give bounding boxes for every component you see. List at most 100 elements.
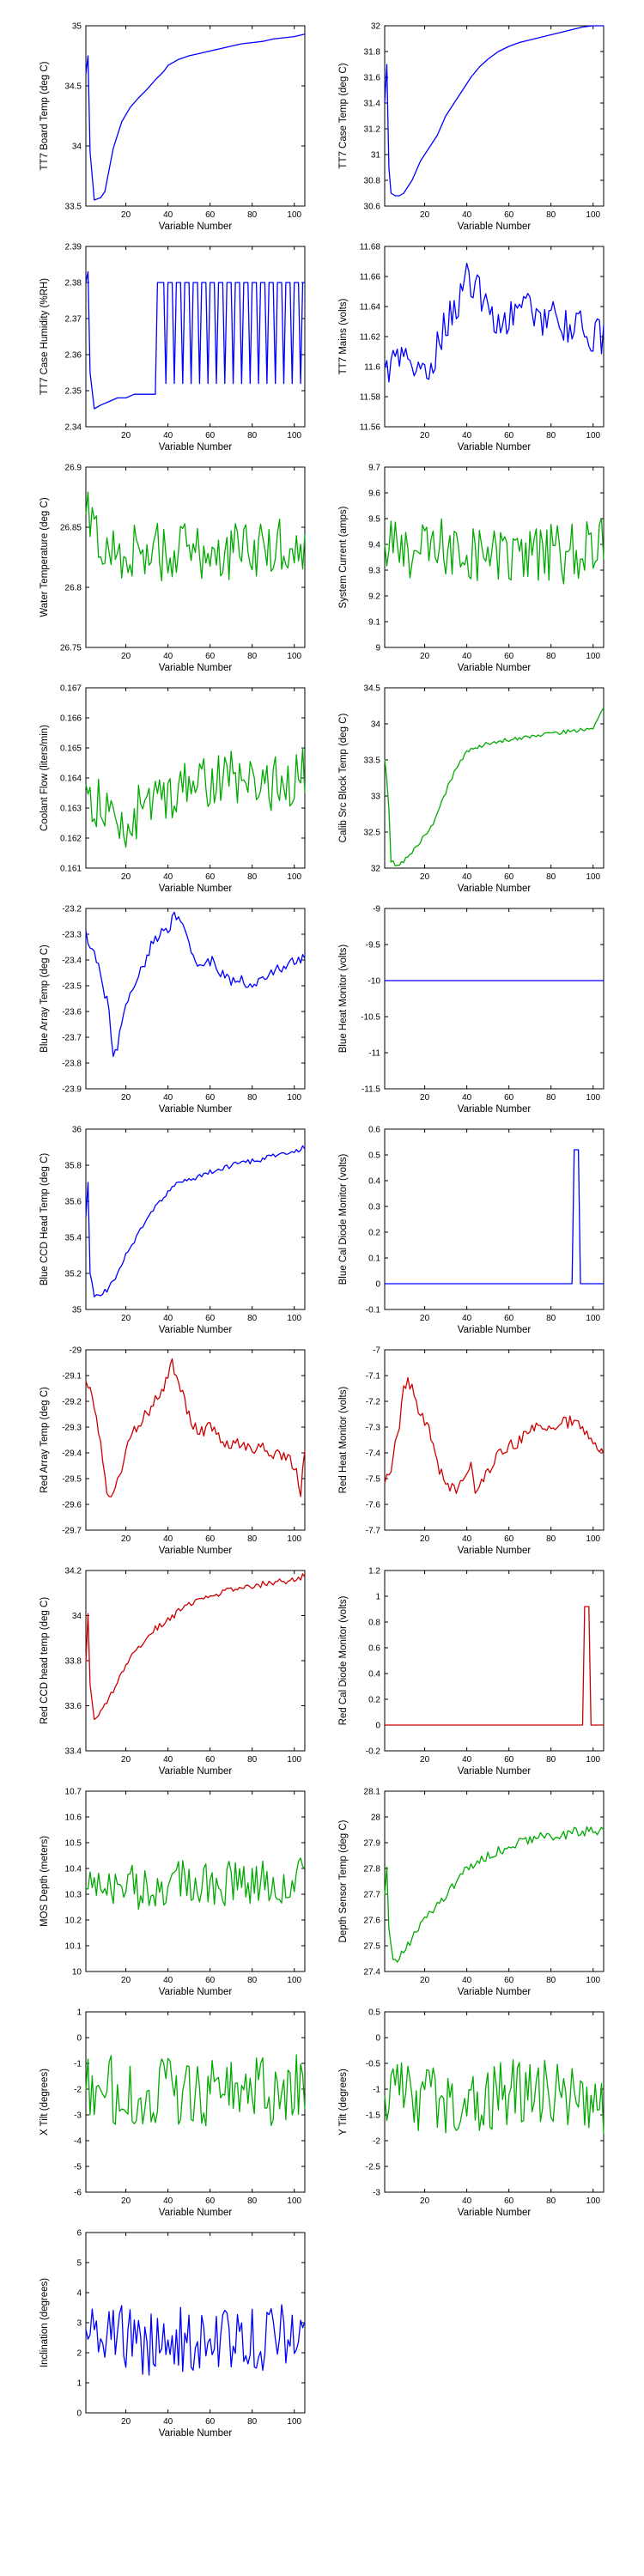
y-tick-label: -23.9 [62, 1085, 82, 1095]
chart-panel: 2.34 2.35 2.36 2.37 2.38 2.39 20 40 60 80 100 Varia… [39, 243, 306, 453]
y-tick-label: 2.34 [65, 423, 82, 433]
y-tick-label: 27.5 [364, 1942, 381, 1952]
chart-panel: 33.5 34 34.5 35 20 40 60 80 100 Variable Number TT… [39, 22, 306, 232]
y-axis-label: Y Tilt (degrees) [338, 2069, 349, 2136]
chart-panel: -0.1 0 0.1 0.2 0.3 0.4 0.5 0.6 20 40 60 80 100 Variab… [338, 1126, 605, 1335]
x-axis-label: Variable Number [159, 442, 233, 453]
series-line [384, 25, 604, 197]
y-tick-label: 0.4 [368, 1670, 380, 1680]
x-axis-label: Variable Number [458, 1104, 532, 1115]
x-tick-label: 100 [287, 210, 301, 220]
series-line [85, 911, 306, 1057]
y-tick-label: -7.3 [366, 1424, 381, 1433]
y-tick-label: 0.161 [60, 865, 82, 874]
y-tick-label: 35.6 [65, 1198, 82, 1207]
plot-frame [85, 1349, 306, 1531]
chart-panel: 0.161 0.162 0.163 0.164 0.165 0.166 0.167 20 40 6… [39, 684, 306, 894]
y-tick-label: 10.1 [65, 1942, 82, 1952]
chart-panel: 27.4 27.5 27.6 27.7 27.8 27.9 28 28.1 20 40 60 80 10… [338, 1788, 605, 1997]
x-tick-label: 80 [546, 1976, 556, 1985]
y-tick-label: 31.2 [364, 125, 381, 135]
y-axis-label: Blue Array Temp (deg C) [39, 945, 50, 1053]
y-tick-label: 31.6 [364, 74, 381, 83]
x-tick-label: 60 [205, 210, 216, 220]
y-tick-label: -3 [74, 2111, 82, 2121]
y-tick-label: 0.166 [60, 714, 82, 724]
y-tick-label: 10.5 [65, 1839, 82, 1849]
y-tick-label: -23.8 [62, 1060, 82, 1069]
x-tick-label: 20 [121, 210, 131, 220]
y-tick-label: 1 [375, 1593, 380, 1602]
plot-frame [384, 1790, 605, 1972]
y-tick-label: 0.3 [368, 1203, 380, 1212]
y-tick-label: 2.38 [65, 279, 82, 289]
y-tick-label: 2 [76, 2349, 82, 2359]
y-tick-label: 0.5 [368, 2008, 380, 2018]
y-tick-label: 9.7 [368, 464, 380, 473]
y-tick-label: 0.6 [368, 1644, 380, 1654]
y-tick-label: 34 [371, 720, 381, 730]
y-tick-label: -9.5 [366, 941, 381, 951]
y-tick-label: 33.5 [364, 756, 381, 766]
x-axis-label: Variable Number [458, 1766, 532, 1777]
x-tick-label: 60 [504, 652, 514, 661]
chart-panel: 30.6 30.8 31 31.2 31.4 31.6 31.8 32 20 40 60 80 100 V… [338, 22, 605, 232]
y-tick-label: 0.2 [368, 1696, 380, 1705]
x-tick-label: 20 [420, 1976, 430, 1985]
x-tick-label: 20 [121, 1755, 131, 1765]
y-tick-label: 32 [371, 22, 381, 32]
y-tick-label: 9.4 [368, 541, 380, 550]
x-axis-label: Variable Number [458, 2208, 532, 2218]
y-axis-label: Calib Src Block Temp (deg C) [338, 714, 349, 843]
y-tick-label: -0.2 [366, 1747, 381, 1757]
x-tick-label: 80 [247, 1093, 258, 1103]
x-tick-label: 100 [586, 210, 600, 220]
y-tick-label: 33.5 [65, 203, 82, 212]
x-tick-label: 40 [462, 872, 472, 882]
x-axis-label: Variable Number [159, 1987, 233, 1997]
y-axis-label: Blue Heat Monitor (volts) [338, 945, 349, 1054]
y-axis-label: TT7 Mains (volts) [338, 298, 349, 374]
series-line [85, 1358, 306, 1498]
x-tick-label: 20 [420, 431, 430, 440]
y-tick-label: 5 [76, 2259, 82, 2269]
x-tick-label: 100 [586, 1093, 600, 1103]
chart-panel: -6 -5 -4 -3 -2 -1 0 1 20 40 60 80 100 Variable Number… [39, 2008, 306, 2218]
x-tick-label: 40 [163, 872, 173, 882]
y-tick-label: 35 [72, 22, 82, 32]
y-tick-label: -0.5 [366, 2060, 381, 2069]
y-tick-label: 2.39 [65, 243, 82, 252]
y-tick-label: -2 [373, 2137, 380, 2147]
y-axis-label: Blue Cal Diode Monitor (volts) [338, 1153, 349, 1285]
chart-panel: 0 1 2 3 4 5 6 20 40 60 80 100 Variable Number Inclina… [39, 2229, 306, 2439]
x-tick-label: 100 [287, 652, 301, 661]
y-tick-label: 35.2 [65, 1270, 82, 1279]
x-tick-label: 60 [205, 1093, 216, 1103]
x-tick-label: 20 [420, 210, 430, 220]
x-tick-label: 60 [205, 2196, 216, 2206]
y-tick-label: 11.6 [364, 363, 380, 373]
y-tick-label: 9.1 [368, 618, 380, 628]
y-tick-label: -5 [74, 2163, 82, 2172]
x-tick-label: 40 [462, 1093, 472, 1103]
x-tick-label: 40 [462, 1976, 472, 1985]
y-axis-label: Depth Sensor Temp (deg C) [338, 1820, 349, 1942]
y-tick-label: -29.5 [62, 1475, 82, 1485]
y-tick-label: -23.7 [62, 1034, 82, 1043]
x-tick-label: 80 [546, 1534, 556, 1544]
x-tick-label: 100 [287, 2417, 301, 2427]
y-tick-label: -23.2 [62, 905, 82, 914]
y-axis-label: Red Heat Monitor (volts) [338, 1387, 349, 1494]
y-tick-label: 27.6 [364, 1917, 381, 1926]
chart-panel: 10 10.1 10.2 10.3 10.4 10.5 10.6 10.7 20 40 60 80 10… [39, 1788, 306, 1997]
y-tick-label: 33 [371, 793, 381, 802]
x-axis-label: Variable Number [159, 222, 233, 232]
y-tick-label: -29.3 [62, 1424, 82, 1433]
y-tick-label: -7.7 [366, 1527, 381, 1536]
y-tick-label: 2.37 [65, 315, 82, 325]
x-tick-label: 100 [586, 652, 600, 661]
x-tick-label: 60 [504, 1534, 514, 1544]
x-tick-label: 80 [247, 1976, 258, 1985]
series-line [384, 262, 605, 383]
x-tick-label: 100 [586, 1534, 600, 1544]
